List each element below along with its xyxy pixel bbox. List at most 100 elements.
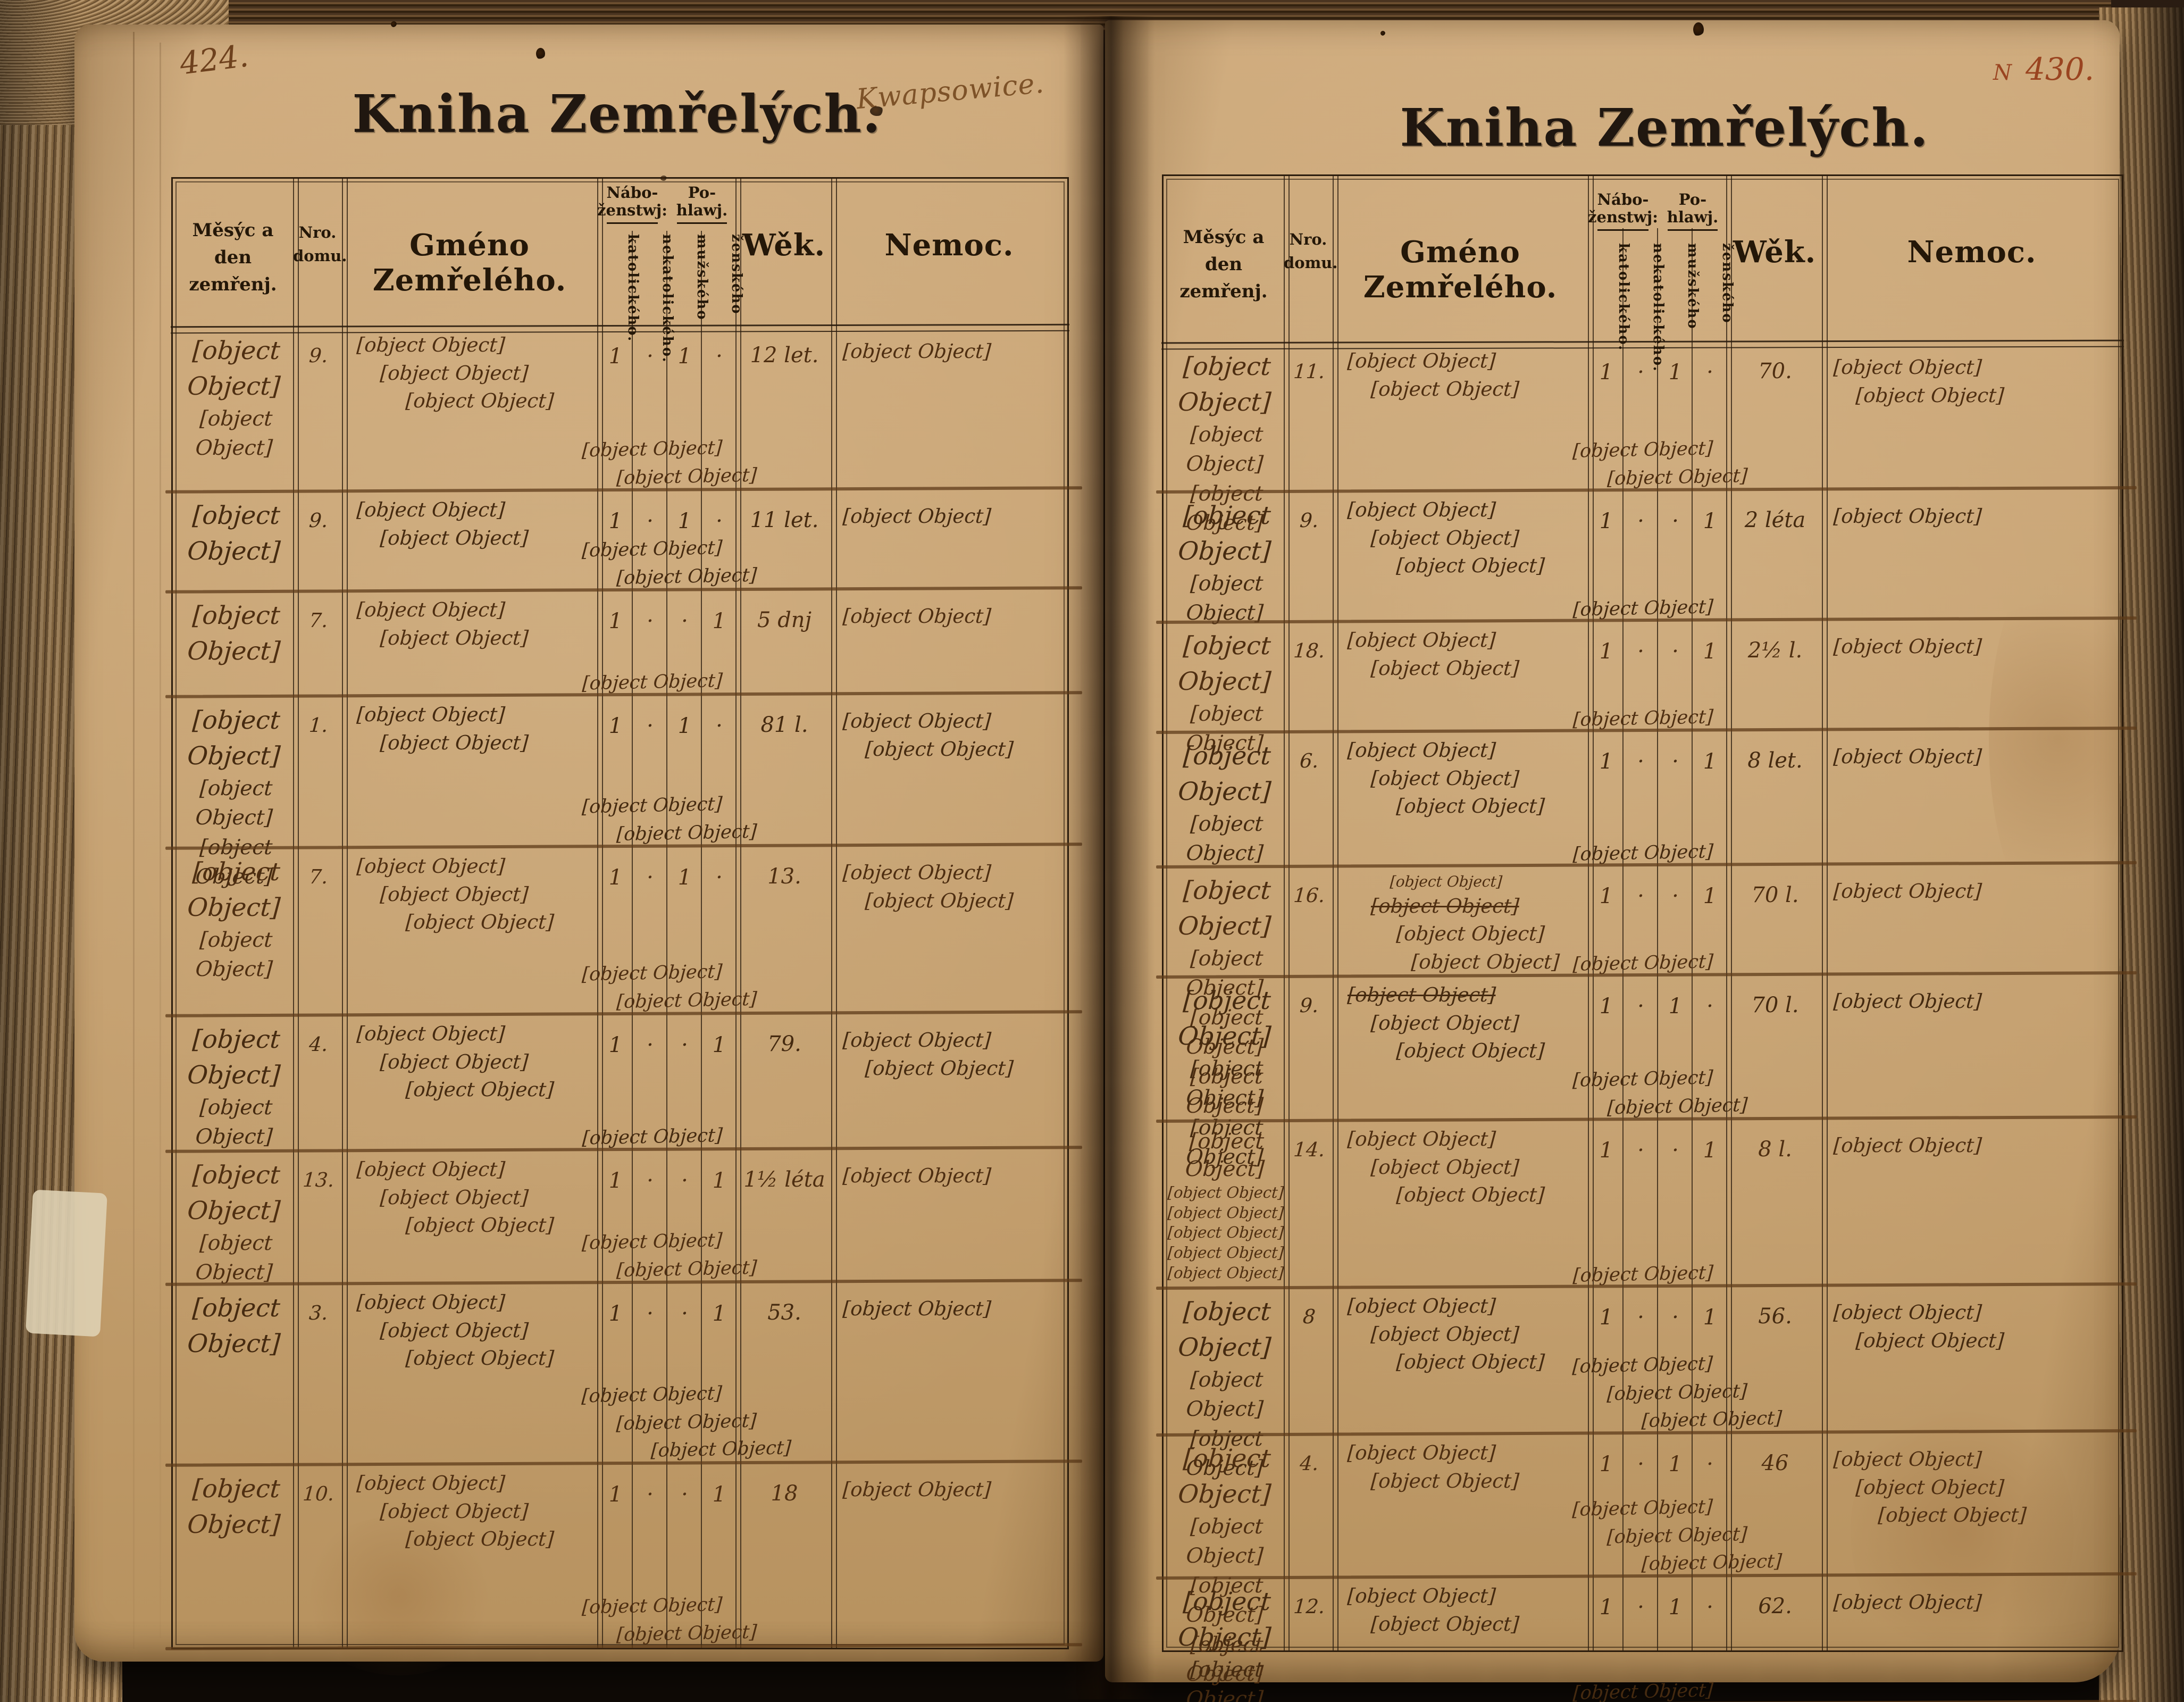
death-date-line: [object Object] xyxy=(1185,423,1265,477)
register-row: [object Object] [object Object] 6. [objec… xyxy=(1164,730,2122,866)
ink-spot xyxy=(391,21,397,27)
mark-female: 1 xyxy=(712,1301,726,1326)
death-date-line: [object Object] xyxy=(186,706,281,771)
register-table-right: Měsýc a den zemřenj. Nro. domu. Gméno Ze… xyxy=(1161,174,2124,1702)
mark-catholic: 1 xyxy=(608,344,623,369)
death-date-line: [object Object] xyxy=(1167,1244,1285,1262)
deceased-name-line: [object Object] xyxy=(379,526,530,549)
house-number: 4. xyxy=(1299,1452,1320,1475)
mark-male: 1 xyxy=(677,344,692,369)
deceased-name-line: [object Object] xyxy=(1410,950,1561,973)
death-date-line: [object Object] xyxy=(1177,741,1272,806)
deceased-name-line: [object Object] xyxy=(1370,656,1520,680)
deceased-name-line: [object Object] xyxy=(405,1214,555,1237)
col-header-date-line1: Měsýc a den xyxy=(192,220,274,268)
col-header-house-no: Nro. domu. xyxy=(293,179,347,268)
age-value: 1½ léta xyxy=(743,1167,825,1192)
deceased-name-line: [object Object] xyxy=(379,1499,530,1523)
death-date-line: [object Object] xyxy=(1185,1368,1265,1422)
burial-note: [object Object] [object Object] [object Ob… xyxy=(1572,1341,2120,1437)
mark-catholic: 1 xyxy=(608,1301,623,1326)
deceased-name: [object Object] [object Object] xyxy=(348,490,606,552)
deceased-name: [object Object] [object Object] [object Ob… xyxy=(1339,730,1596,821)
age-value: 13. xyxy=(767,864,801,889)
deceased-name-line: [object Object] xyxy=(1346,1584,1497,1607)
age-value: 12 let. xyxy=(750,343,819,368)
deceased-name-line: [object Object] xyxy=(379,626,530,649)
house-number: 16. xyxy=(1293,884,1326,907)
folio-prefix: N xyxy=(1993,61,2012,85)
house-number: 9. xyxy=(1299,509,1320,532)
ink-spot xyxy=(660,176,667,181)
col-header-catholic: katolického. xyxy=(625,234,641,343)
deceased-name-line: [object Object] xyxy=(379,731,530,754)
mark-catholic: 1 xyxy=(1599,749,1613,774)
ink-spot xyxy=(1380,31,1385,36)
mark-catholic: 1 xyxy=(608,1482,623,1507)
age-value: 11 let. xyxy=(750,508,819,532)
death-date-line: [object Object] xyxy=(195,928,274,982)
right-folio-number: N 430. xyxy=(1993,51,2094,87)
col-header-female: ženského xyxy=(1719,243,1735,324)
burial-note: [object Object] [object Object] xyxy=(581,427,1066,493)
mark-catholic: 1 xyxy=(1599,1452,1613,1476)
col-header-male: mužského xyxy=(1685,243,1701,330)
page-crease xyxy=(133,32,135,1649)
mark-catholic: 1 xyxy=(1599,360,1613,385)
deceased-name-line: [object Object] xyxy=(405,1078,555,1102)
house-number: 7. xyxy=(308,609,329,632)
death-date-line: [object Object] xyxy=(1177,501,1272,566)
deceased-name-line: [object Object] xyxy=(1370,1322,1520,1346)
deceased-name-line: [object Object] xyxy=(1370,1155,1520,1179)
deceased-name-line: [object Object] xyxy=(1346,739,1497,762)
col-header-sex: Po- hlawj. xyxy=(667,183,737,224)
deceased-name-line: [object Object] xyxy=(1370,1469,1520,1492)
age-value: 2 léta xyxy=(1744,508,1806,532)
mark-male: · xyxy=(1672,1305,1679,1330)
burial-note: [object Object] [object Object] xyxy=(1572,1055,2120,1123)
deceased-name-line: [object Object] xyxy=(1395,922,1546,946)
death-date-line: [object Object] xyxy=(186,501,281,566)
burial-note-line: [object Object] xyxy=(1572,596,1714,621)
mark-catholic: 1 xyxy=(1599,994,1613,1019)
disease-line: [object Object] xyxy=(842,1478,992,1501)
mark-female: · xyxy=(1706,1595,1713,1620)
col-header-date: Měsýc a den zemřenj. xyxy=(1164,186,1284,305)
death-date-line: [object Object] xyxy=(1185,812,1265,866)
age-value: 56. xyxy=(1758,1304,1792,1329)
col-header-religion-line2: ženstwj: xyxy=(1588,208,1658,227)
deceased-name: [object Object] [object Object] xyxy=(1339,341,1596,403)
mark-female: 1 xyxy=(712,1169,726,1193)
death-date-line: [object Object] xyxy=(1167,1203,1285,1222)
deceased-name-line: [object Object] xyxy=(1346,498,1497,521)
death-date-line: [object Object] xyxy=(1177,352,1272,417)
burial-note: [object Object] xyxy=(1572,1668,2120,1702)
mark-female: 1 xyxy=(1703,1305,1717,1330)
disease-cause: [object Object] xyxy=(1828,1576,2123,1617)
disease-cause: [object Object] xyxy=(1828,620,2123,661)
death-date-line: [object Object] xyxy=(1185,1057,1265,1111)
house-number: 10. xyxy=(302,1482,335,1505)
mark-noncatholic: · xyxy=(1637,1305,1644,1330)
col-header-age: Wěk. xyxy=(1733,235,1817,270)
col-header-date: Měsýc a den zemřenj. xyxy=(173,179,293,298)
col-header-nro-line2: domu. xyxy=(293,246,347,265)
age-value: 70 l. xyxy=(1751,883,1799,907)
death-date-line: [object Object] xyxy=(1177,876,1272,941)
mark-male: · xyxy=(681,1301,688,1326)
col-header-religion-line1: Nábo- xyxy=(606,183,658,202)
mark-female: 1 xyxy=(1703,639,1717,664)
register-row: [object Object] [object Object] [object Ob… xyxy=(1164,865,2122,1118)
mark-catholic: 1 xyxy=(1599,1138,1613,1163)
burial-note-line: [object Object] xyxy=(581,670,723,695)
register-row: [object Object] [object Object] 12. [obje… xyxy=(1164,1576,2122,1702)
col-header-sex-line1: Po- xyxy=(1678,190,1707,208)
mark-catholic: 1 xyxy=(1599,1595,1613,1620)
burial-note-line: [object Object] xyxy=(1572,950,1714,975)
burial-note: [object Object] [object Object] xyxy=(581,951,1066,1017)
death-date: [object Object] xyxy=(176,490,294,569)
col-header-age: Wěk. xyxy=(742,228,826,263)
disease-cause: [object Object] xyxy=(838,1463,1072,1504)
mark-female: 1 xyxy=(712,1482,726,1507)
folio-value: 430. xyxy=(2026,51,2095,87)
